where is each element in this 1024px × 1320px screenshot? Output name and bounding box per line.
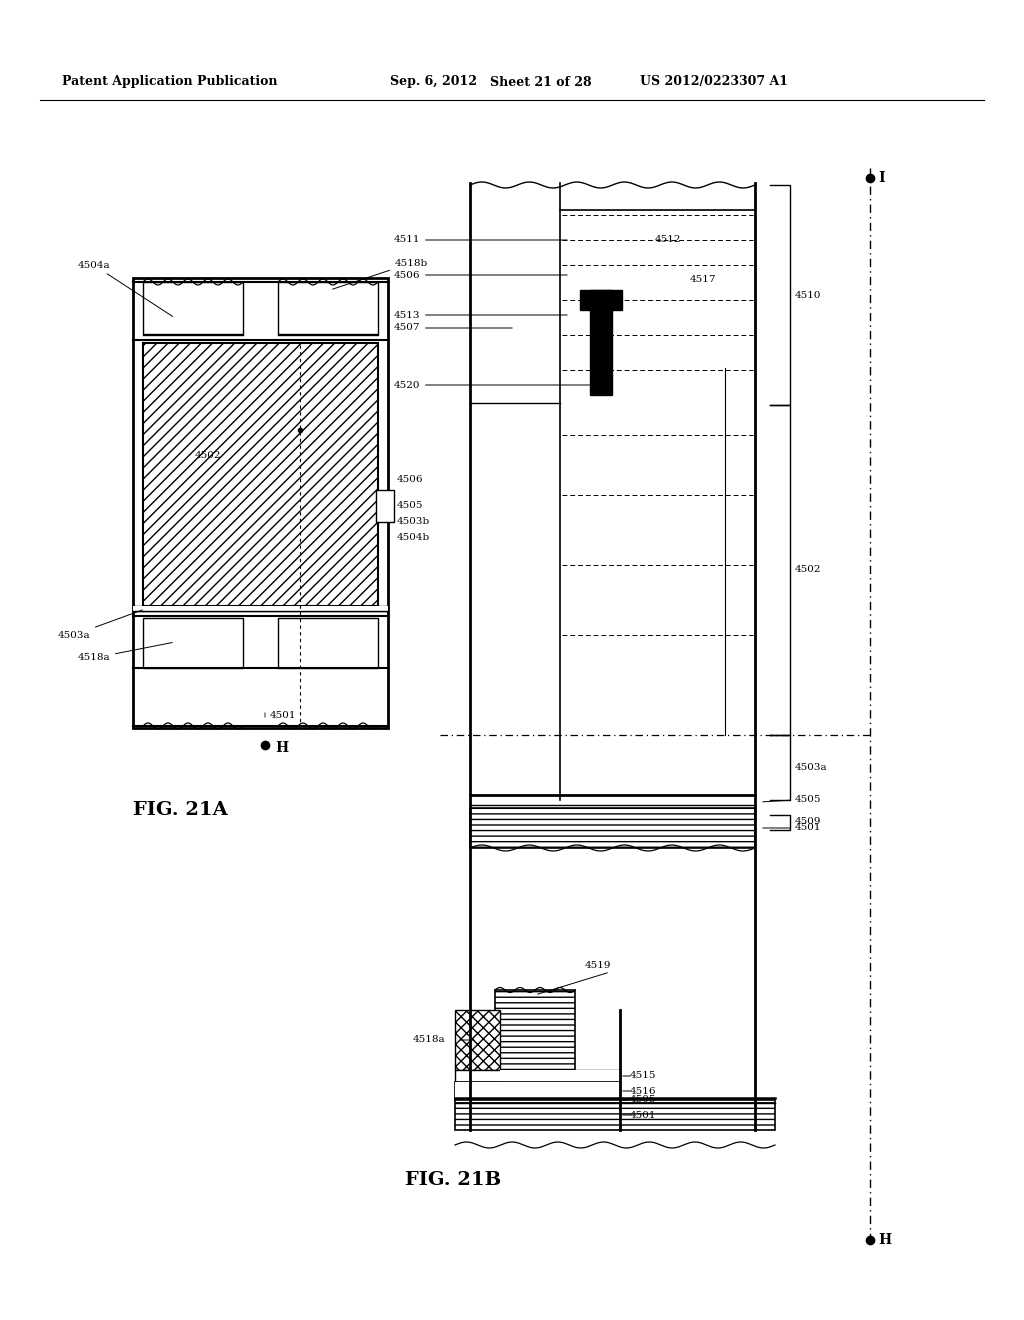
Text: 4515: 4515 xyxy=(630,1072,656,1081)
Bar xyxy=(143,343,378,606)
Bar xyxy=(455,1100,775,1130)
Text: 4506: 4506 xyxy=(393,271,567,280)
Bar xyxy=(133,606,388,611)
Bar xyxy=(133,606,388,611)
Text: 4509: 4509 xyxy=(795,817,821,826)
Bar xyxy=(143,618,243,668)
Bar xyxy=(560,185,755,405)
Text: H: H xyxy=(878,1233,891,1247)
Text: FIG. 21B: FIG. 21B xyxy=(406,1171,502,1189)
Bar xyxy=(495,990,575,1071)
Text: 4511: 4511 xyxy=(393,235,567,244)
Bar xyxy=(630,235,755,735)
Text: US 2012/0223307 A1: US 2012/0223307 A1 xyxy=(640,75,788,88)
Bar xyxy=(470,185,560,735)
Bar xyxy=(590,290,612,395)
Text: 4504a: 4504a xyxy=(78,260,173,317)
Text: 4507: 4507 xyxy=(393,323,512,333)
Text: 4502: 4502 xyxy=(195,450,221,459)
Bar xyxy=(455,1010,500,1071)
Text: 4504b: 4504b xyxy=(397,532,430,541)
Text: H: H xyxy=(275,741,288,755)
Text: Sep. 6, 2012: Sep. 6, 2012 xyxy=(390,75,477,88)
Bar xyxy=(376,490,394,521)
Text: 4513: 4513 xyxy=(393,310,567,319)
Text: 4517: 4517 xyxy=(690,276,717,285)
Bar xyxy=(470,808,755,847)
Text: 4505: 4505 xyxy=(630,1094,656,1104)
Text: FIG. 21A: FIG. 21A xyxy=(133,801,227,818)
Text: 4516: 4516 xyxy=(630,1086,656,1096)
Text: Patent Application Publication: Patent Application Publication xyxy=(62,75,278,88)
Text: 4503b: 4503b xyxy=(397,517,430,527)
Bar xyxy=(560,615,755,735)
Text: 4510: 4510 xyxy=(795,290,821,300)
Bar xyxy=(725,368,755,735)
Bar xyxy=(455,1071,620,1082)
Text: 4502: 4502 xyxy=(795,565,821,574)
Bar xyxy=(500,1071,620,1082)
Text: 4506: 4506 xyxy=(397,475,424,484)
Text: 4505: 4505 xyxy=(397,500,424,510)
Text: 4505: 4505 xyxy=(795,796,821,804)
Text: 4501: 4501 xyxy=(795,824,821,833)
Text: Sheet 21 of 28: Sheet 21 of 28 xyxy=(490,75,592,88)
Bar xyxy=(455,1082,620,1100)
Bar xyxy=(470,185,560,800)
Text: 4518a: 4518a xyxy=(78,643,172,663)
Text: 4518b: 4518b xyxy=(333,259,428,289)
Bar xyxy=(143,343,378,606)
Bar xyxy=(455,1082,620,1100)
Text: 4501: 4501 xyxy=(270,710,297,719)
Bar xyxy=(278,618,378,668)
Text: 4519: 4519 xyxy=(585,961,611,969)
Text: 4503a: 4503a xyxy=(57,610,142,639)
Text: 4518a: 4518a xyxy=(413,1035,445,1044)
Bar xyxy=(143,282,243,334)
Text: 4501: 4501 xyxy=(630,1110,656,1119)
Text: 4503a: 4503a xyxy=(795,763,827,771)
Text: I: I xyxy=(878,172,885,185)
Bar xyxy=(278,282,378,334)
Bar xyxy=(133,279,388,729)
Text: 4512: 4512 xyxy=(655,235,682,244)
Text: 4520: 4520 xyxy=(393,380,607,389)
Bar xyxy=(580,290,622,310)
